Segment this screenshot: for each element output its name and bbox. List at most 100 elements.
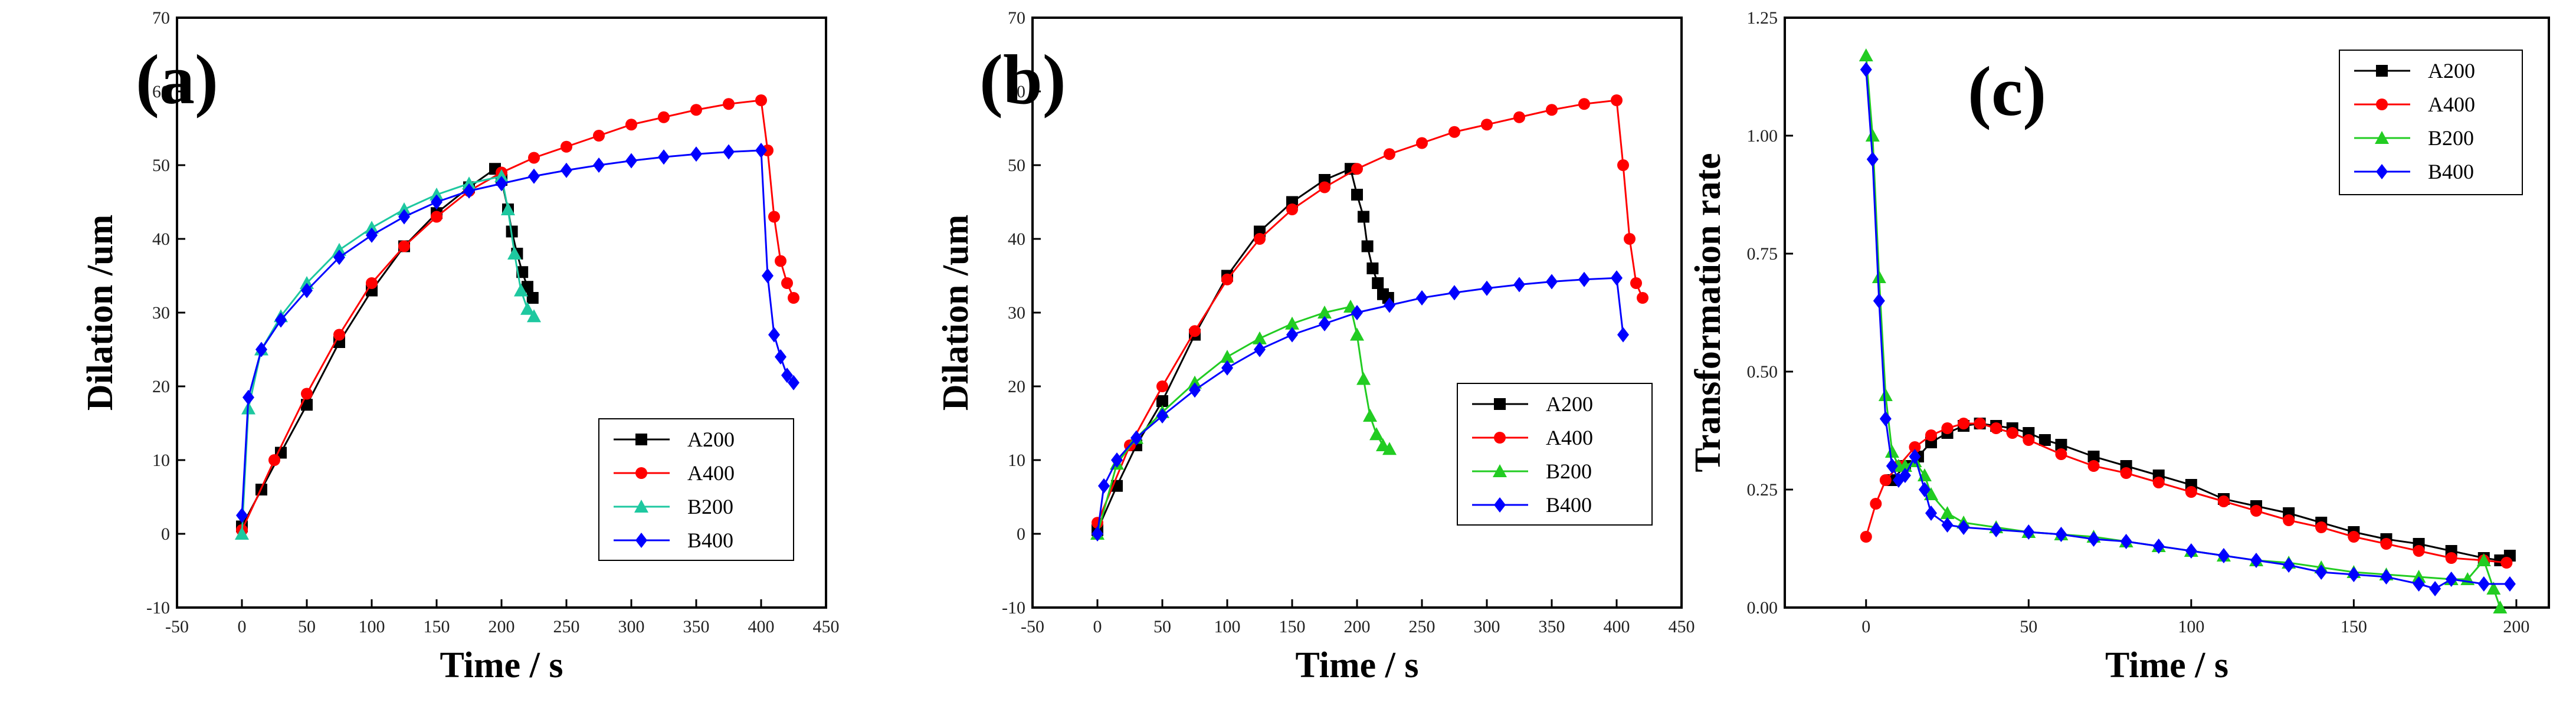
data-point <box>1866 152 1879 167</box>
data-point <box>1254 233 1266 245</box>
y-tick-label: 20 <box>1008 377 1025 396</box>
x-tick-label: 300 <box>1474 617 1500 636</box>
data-point <box>1870 498 1882 510</box>
panel-label: (c) <box>1968 52 2046 130</box>
series-line <box>1096 306 1390 534</box>
series-A200 <box>1092 163 1394 536</box>
data-point <box>2476 553 2491 566</box>
data-point <box>301 283 313 298</box>
data-point <box>1513 277 1525 293</box>
data-point <box>255 342 267 357</box>
data-point <box>723 144 735 160</box>
data-point <box>1918 482 1931 497</box>
data-point <box>1356 372 1371 385</box>
data-point <box>1481 119 1493 131</box>
data-point <box>462 176 476 190</box>
data-point <box>1369 427 1384 441</box>
data-point <box>2250 553 2263 568</box>
legend-marker <box>635 434 647 445</box>
data-point <box>1637 292 1648 304</box>
x-tick-label: 400 <box>748 617 775 636</box>
data-point <box>762 268 774 284</box>
data-point <box>431 211 443 223</box>
data-point <box>2283 557 2295 573</box>
y-tick-label: 1.00 <box>1747 126 1778 146</box>
data-point <box>1611 94 1623 106</box>
y-axis-label: Dilation /um <box>936 215 976 411</box>
data-point <box>2185 486 2197 498</box>
x-axis-label: Time / s <box>1296 645 1419 685</box>
data-point <box>1416 137 1428 149</box>
y-tick-label: 20 <box>152 377 170 396</box>
data-point <box>1092 526 1103 541</box>
data-point <box>2120 467 2132 479</box>
data-point <box>1319 181 1330 193</box>
data-point <box>1361 240 1374 252</box>
data-point <box>301 399 313 411</box>
legend-entry: B200 <box>2428 126 2474 150</box>
legend-entry: A400 <box>687 461 735 485</box>
data-point <box>1578 98 1590 110</box>
data-point <box>1156 395 1168 407</box>
data-point <box>1879 474 1892 486</box>
data-point <box>1974 418 1986 429</box>
data-point <box>2087 451 2100 462</box>
data-point <box>2087 460 2100 472</box>
data-point <box>658 149 670 165</box>
data-point <box>2250 505 2263 517</box>
x-tick-label: 450 <box>813 617 840 636</box>
legend: A200 A400 B200 B400 <box>2339 50 2523 195</box>
data-point <box>1513 111 1525 123</box>
data-point <box>1941 517 1954 533</box>
x-tick-label: 250 <box>1409 617 1436 636</box>
data-point <box>1448 126 1460 138</box>
x-tick-label: 400 <box>1604 617 1630 636</box>
data-point <box>1384 297 1395 313</box>
data-point <box>1156 380 1168 392</box>
y-tick-label: 70 <box>152 8 170 28</box>
data-point <box>1909 441 1921 453</box>
y-tick-label: 0.25 <box>1747 480 1778 500</box>
data-point <box>1351 189 1363 201</box>
data-point <box>2283 514 2295 526</box>
data-point <box>2006 427 2018 439</box>
data-point <box>1286 203 1298 215</box>
x-tick-label: 0 <box>1093 617 1102 636</box>
data-point <box>1990 522 2003 537</box>
data-point <box>1940 506 1955 519</box>
data-point <box>768 211 780 223</box>
data-point <box>528 168 540 184</box>
legend-marker <box>635 533 647 548</box>
data-point <box>1481 280 1493 296</box>
data-point <box>1958 418 1970 429</box>
y-axis-label: Transformation rate <box>1688 153 1728 472</box>
data-point <box>1630 277 1642 289</box>
y-tick-label: 70 <box>1008 8 1025 28</box>
data-point <box>2348 567 2360 582</box>
legend-marker <box>1494 398 1506 410</box>
data-point <box>2087 531 2100 547</box>
data-point <box>2445 572 2457 587</box>
x-tick-label: -50 <box>165 617 189 636</box>
data-point <box>1885 445 1899 458</box>
x-tick-label: 350 <box>683 617 710 636</box>
series-B400 <box>1092 270 1629 541</box>
data-point <box>1372 277 1384 289</box>
chart-2: -50 0 50 100 150 200 250 300 350 400 450 -10 0 10 20 30… <box>936 8 1695 685</box>
data-point <box>755 143 767 158</box>
series-A400 <box>1860 418 2513 569</box>
data-point <box>398 240 410 252</box>
data-point <box>593 157 605 173</box>
data-point <box>1546 274 1558 290</box>
data-point <box>775 255 786 267</box>
data-point <box>1351 163 1363 175</box>
data-point <box>1624 233 1636 245</box>
legend-entry: A200 <box>2428 59 2475 83</box>
legend-entry: B400 <box>2428 160 2474 183</box>
data-point <box>2315 521 2328 533</box>
data-point <box>1253 331 1267 344</box>
data-point <box>275 312 287 328</box>
data-point <box>1363 409 1377 422</box>
y-tick-label: 10 <box>152 451 170 470</box>
legend: A200 A400 B200 B400 <box>598 418 794 561</box>
